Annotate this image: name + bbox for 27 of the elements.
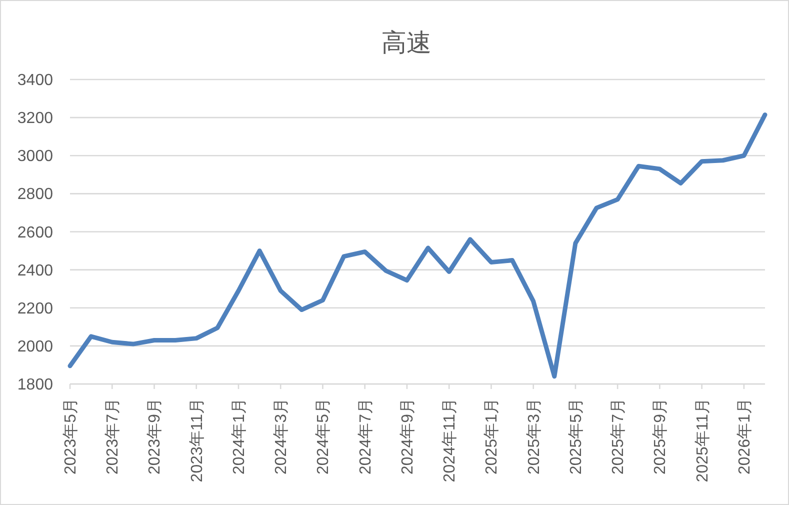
y-tick-label: 2400 [17, 262, 53, 280]
x-tick-label: 2024年11月 [442, 398, 459, 482]
x-tick-label: 2025年1月 [484, 398, 501, 474]
y-tick-label: 2800 [17, 186, 53, 204]
x-tick-label: 2024年9月 [399, 398, 416, 474]
y-tick-label: 1800 [17, 376, 53, 394]
y-tick-label: 2000 [17, 338, 53, 356]
x-tick-label: 2024年7月 [357, 398, 374, 474]
y-tick-label: 2200 [17, 300, 53, 318]
x-tick-label: 2023年9月 [146, 398, 164, 474]
x-tick-label: 2023年11月 [188, 398, 206, 482]
x-tick-label: 2024年1月 [230, 398, 248, 474]
x-tick-label: 2025年11月 [694, 398, 712, 482]
x-tick-label: 2023年7月 [104, 398, 122, 474]
x-tick-label: 2024年3月 [273, 398, 290, 474]
x-tick-label: 2024年5月 [315, 398, 332, 474]
x-tick-label: 2026年1月 [736, 398, 754, 474]
x-tick-label: 2025年7月 [610, 398, 628, 474]
y-tick-label: 3400 [17, 72, 53, 89]
x-tick-label: 2025年9月 [652, 398, 670, 474]
x-tick-label: 2025年3月 [526, 398, 543, 474]
title: 高速 [382, 29, 432, 57]
y-tick-label: 3200 [17, 110, 53, 128]
x-tick-label: 2023年5月 [62, 398, 80, 474]
x-tick-label: 2025年5月 [568, 398, 585, 474]
y-tick-label: 2600 [17, 224, 53, 242]
y-tick-label: 3000 [17, 148, 53, 166]
